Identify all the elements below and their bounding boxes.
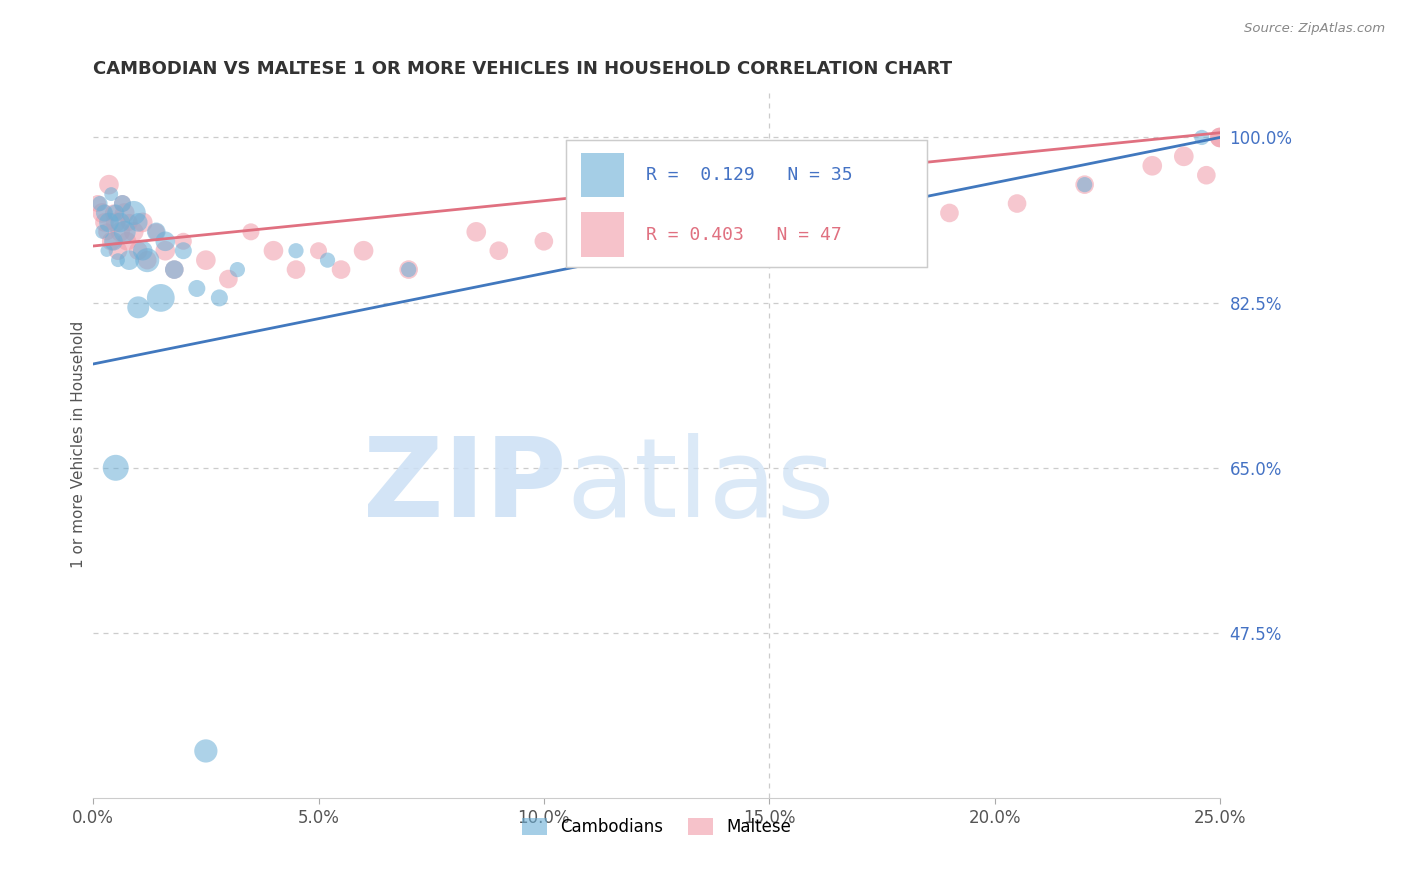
Point <box>186 281 208 295</box>
Point <box>91 206 114 220</box>
Point <box>172 244 194 258</box>
Point <box>104 206 127 220</box>
Point <box>285 244 308 258</box>
Point <box>118 215 141 229</box>
Point <box>111 196 134 211</box>
Y-axis label: 1 or more Vehicles in Household: 1 or more Vehicles in Household <box>72 320 86 568</box>
Point <box>465 225 488 239</box>
Point <box>316 253 339 268</box>
Point <box>155 234 177 248</box>
Point <box>172 234 194 248</box>
Point <box>96 225 118 239</box>
Point <box>353 244 375 258</box>
Point <box>127 215 149 229</box>
Point <box>111 196 134 211</box>
Point <box>194 253 217 268</box>
Point <box>488 244 510 258</box>
Point <box>104 215 127 229</box>
Point <box>194 744 217 758</box>
Text: ZIP: ZIP <box>363 434 567 541</box>
Text: CAMBODIAN VS MALTESE 1 OR MORE VEHICLES IN HOUSEHOLD CORRELATION CHART: CAMBODIAN VS MALTESE 1 OR MORE VEHICLES … <box>93 60 952 78</box>
Point <box>735 253 758 268</box>
Point <box>163 262 186 277</box>
Point <box>533 234 555 248</box>
Point <box>132 215 155 229</box>
Point <box>217 272 239 286</box>
Legend: Cambodians, Maltese: Cambodians, Maltese <box>515 812 799 843</box>
Point <box>132 244 155 258</box>
Point <box>107 244 129 258</box>
Point <box>86 196 108 211</box>
Point <box>668 225 690 239</box>
Point <box>1209 130 1232 145</box>
Point <box>93 206 115 220</box>
Point <box>262 244 284 258</box>
Point <box>93 215 115 229</box>
Point <box>149 291 172 305</box>
Point <box>118 253 141 268</box>
Point <box>136 253 159 268</box>
Point <box>330 262 353 277</box>
Point <box>103 234 125 248</box>
Point <box>735 206 758 220</box>
Point <box>1195 168 1218 182</box>
Point <box>938 206 960 220</box>
Point <box>100 187 122 202</box>
Point <box>155 244 177 258</box>
Point <box>96 244 118 258</box>
Point <box>127 244 149 258</box>
Point <box>122 206 145 220</box>
Point <box>145 225 167 239</box>
Point <box>145 225 167 239</box>
Point <box>690 244 713 258</box>
Point <box>136 253 159 268</box>
Point <box>91 225 114 239</box>
Point <box>127 301 149 315</box>
Point <box>97 178 120 192</box>
Point <box>1142 159 1164 173</box>
Point <box>398 262 420 277</box>
Point <box>114 225 136 239</box>
Point <box>1191 130 1213 145</box>
Point <box>107 253 129 268</box>
Point <box>110 225 132 239</box>
Point <box>104 460 127 475</box>
Point <box>97 215 120 229</box>
Point <box>600 215 623 229</box>
Point <box>114 206 136 220</box>
Point <box>89 196 111 211</box>
Point <box>208 291 231 305</box>
Point <box>100 234 122 248</box>
Point <box>1005 196 1028 211</box>
Point <box>115 234 138 248</box>
Text: atlas: atlas <box>567 434 835 541</box>
Point <box>398 262 420 277</box>
Point <box>893 196 915 211</box>
Point <box>110 215 132 229</box>
Point <box>1209 130 1232 145</box>
Point <box>803 225 825 239</box>
Point <box>239 225 262 239</box>
Point <box>1073 178 1095 192</box>
Point <box>308 244 330 258</box>
Point <box>163 262 186 277</box>
Point <box>285 262 308 277</box>
Point <box>122 225 145 239</box>
Point <box>103 206 125 220</box>
Point <box>1073 178 1095 192</box>
Point <box>1173 149 1195 163</box>
Text: Source: ZipAtlas.com: Source: ZipAtlas.com <box>1244 22 1385 36</box>
Point <box>226 262 249 277</box>
